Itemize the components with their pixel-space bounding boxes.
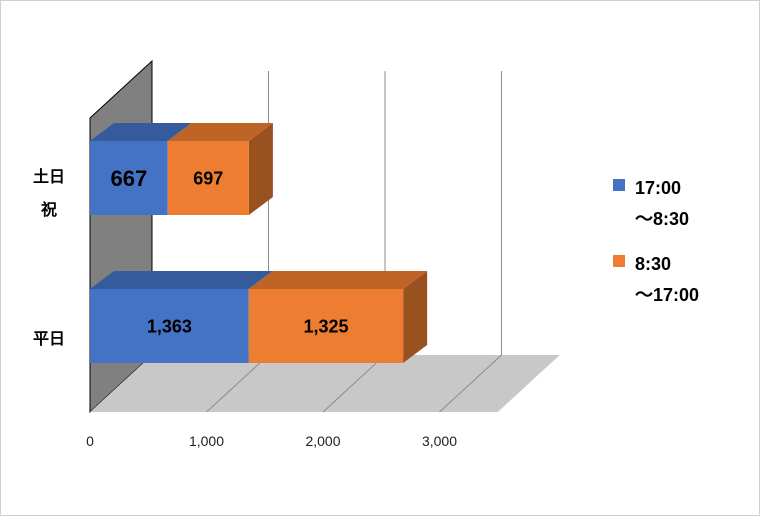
bar-side-face bbox=[248, 123, 273, 215]
bar-side-face bbox=[403, 271, 428, 363]
bar-top-face bbox=[90, 123, 192, 141]
bar-top-face bbox=[90, 271, 273, 289]
legend: 17:00 ～8:30 8:30 ～17:00 bbox=[613, 173, 753, 325]
x-tick-label: 0 bbox=[86, 433, 94, 449]
bar-top-face bbox=[248, 271, 428, 289]
x-tick-label: 1,000 bbox=[189, 433, 224, 449]
category-label: 祝 bbox=[41, 200, 57, 219]
data-label: 667 bbox=[110, 166, 147, 191]
legend-item-day: 8:30 ～17:00 bbox=[613, 249, 753, 311]
bar bbox=[90, 141, 168, 215]
x-tick-label: 3,000 bbox=[422, 433, 457, 449]
bar bbox=[248, 289, 404, 363]
legend-swatch-blue bbox=[613, 179, 625, 191]
category-label: 平日 bbox=[33, 329, 65, 348]
floor-gridline bbox=[439, 354, 502, 413]
floor-gridline bbox=[322, 354, 386, 413]
legend-item-night: 17:00 ～8:30 bbox=[613, 173, 753, 235]
bar-top-face bbox=[167, 123, 273, 141]
legend-swatch-orange bbox=[613, 255, 625, 267]
legend-label: 8:30 ～17:00 bbox=[635, 254, 700, 305]
bar bbox=[167, 141, 249, 215]
x-tick-label: 2,000 bbox=[305, 433, 340, 449]
category-label: 土日 bbox=[33, 167, 65, 186]
floor bbox=[90, 355, 560, 412]
floor-gridline bbox=[206, 354, 269, 413]
bars: 667 697 1,363 1,325 bbox=[90, 123, 428, 363]
data-label: 1,363 bbox=[147, 316, 192, 336]
x-axis-ticks: 0 1,000 2,000 3,000 bbox=[86, 433, 457, 449]
legend-label: 17:00 ～8:30 bbox=[635, 178, 690, 229]
data-label: 1,325 bbox=[303, 316, 348, 336]
data-label: 697 bbox=[193, 168, 223, 188]
bar bbox=[90, 289, 249, 363]
